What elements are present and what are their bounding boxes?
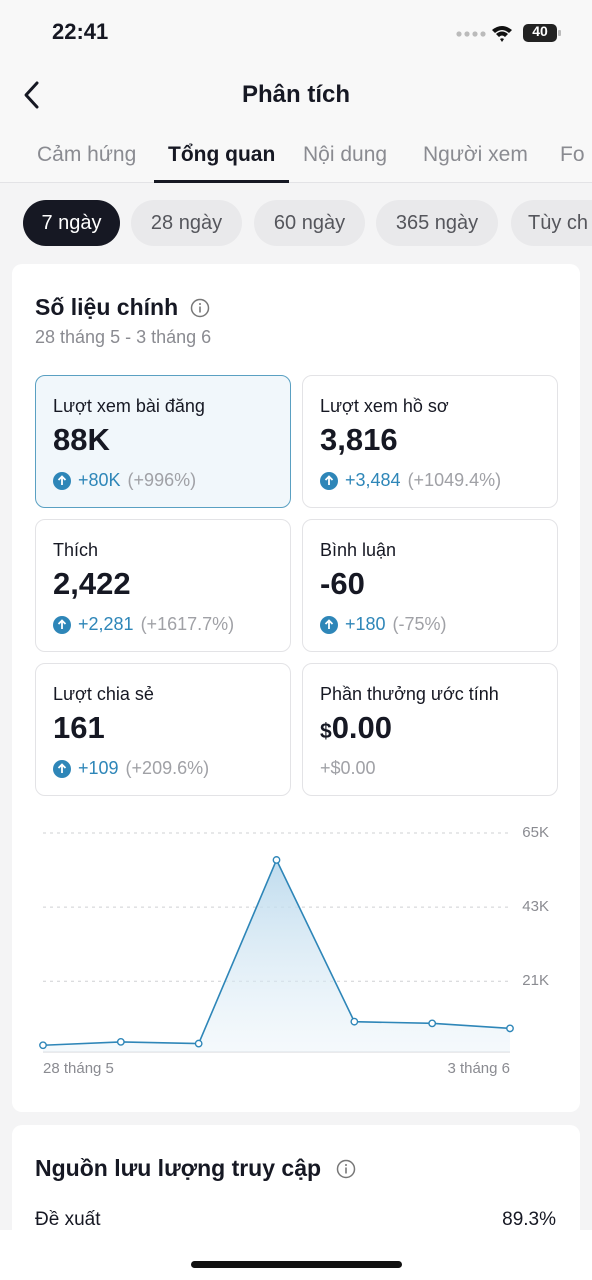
y-tick-label: 65K bbox=[522, 824, 549, 841]
metric-card[interactable]: Bình luận -60 +180 (-75%) bbox=[302, 519, 558, 652]
tab-indicator bbox=[154, 180, 289, 183]
point bbox=[506, 1024, 514, 1033]
period-chip[interactable]: 60 ngày bbox=[254, 200, 365, 246]
arrow bbox=[57, 475, 67, 485]
change-value: +180 bbox=[345, 614, 386, 634]
change-percent: (+209.6%) bbox=[125, 758, 210, 778]
tab[interactable]: Cảm hứng bbox=[37, 143, 137, 166]
period-chip[interactable]: 28 ngày bbox=[131, 200, 242, 246]
traffic-title: Nguồn lưu lượng truy cập bbox=[35, 1155, 322, 1181]
metric-card[interactable]: Lượt xem bài đăng 88K +80K (+996%) bbox=[35, 375, 291, 508]
up-icon bbox=[53, 759, 71, 778]
metric-change: +80K (+996%) bbox=[53, 470, 196, 491]
page-title: Phân tích bbox=[241, 81, 350, 108]
traffic-source: Đề xuất bbox=[35, 1209, 101, 1230]
metric-label: Lượt xem bài đăng bbox=[53, 396, 205, 416]
metric-card[interactable]: Thích 2,422 +2,281 (+1617.7%) bbox=[35, 519, 291, 652]
clock: 22:41 bbox=[52, 19, 109, 44]
y-tick-label: 43K bbox=[522, 898, 549, 915]
info-icon[interactable] bbox=[336, 1159, 356, 1179]
point bbox=[116, 1037, 125, 1046]
x-tick-label: 28 tháng 5 bbox=[43, 1060, 114, 1077]
metric-card[interactable]: Phần thưởng ước tính $0.00 +$0.00 bbox=[302, 663, 558, 796]
change-percent: (+996%) bbox=[127, 470, 197, 490]
up-icon bbox=[53, 615, 71, 634]
y-tick-label: 21K bbox=[522, 972, 549, 989]
metric-value: 161 bbox=[53, 710, 105, 746]
metric-value: $0.00 bbox=[320, 710, 392, 746]
metric-card[interactable]: Lượt chia sẻ 161 +109 (+209.6%) bbox=[35, 663, 291, 796]
arrow bbox=[57, 619, 67, 629]
metric-change: +180 (-75%) bbox=[320, 614, 447, 635]
metric-value: -60 bbox=[320, 566, 365, 602]
tab[interactable]: Nội dung bbox=[303, 143, 388, 166]
metric-label: Lượt xem hồ sơ bbox=[320, 396, 449, 416]
metric-card[interactable]: Lượt xem hồ sơ 3,816 +3,484 (+1049.4%) bbox=[302, 375, 558, 508]
point bbox=[39, 1041, 47, 1050]
up-icon bbox=[53, 471, 71, 490]
up-icon bbox=[320, 471, 338, 490]
value: 88K bbox=[53, 422, 110, 457]
metric-value: 88K bbox=[53, 422, 110, 458]
status-icons bbox=[456, 24, 561, 42]
change-value: +2,281 bbox=[78, 614, 134, 634]
metric-change: +2,281 (+1617.7%) bbox=[53, 614, 234, 635]
point bbox=[350, 1017, 359, 1026]
currency: $ bbox=[320, 720, 332, 743]
value: 0.00 bbox=[331, 710, 393, 745]
point bbox=[194, 1039, 203, 1048]
tab[interactable]: Người xem bbox=[423, 143, 528, 166]
period-chip[interactable]: 365 ngày bbox=[376, 200, 498, 246]
change-percent: (+1617.7%) bbox=[140, 614, 235, 634]
change-value: +80K bbox=[78, 470, 121, 490]
period-chip[interactable]: 7 ngày bbox=[23, 200, 120, 246]
metric-label: Lượt chia sẻ bbox=[53, 684, 154, 704]
up-icon bbox=[320, 615, 338, 634]
metric-label: Phần thưởng ước tính bbox=[320, 684, 499, 704]
metric-change: +3,484 (+1049.4%) bbox=[320, 470, 501, 491]
views-chart: 21K 43K 65K 28 tháng 5 3 tháng 6 bbox=[39, 824, 549, 1077]
area bbox=[43, 859, 510, 1052]
metric-label: Thích bbox=[53, 540, 99, 560]
arrow bbox=[57, 763, 67, 773]
home-indicator bbox=[191, 1261, 402, 1268]
point bbox=[428, 1019, 437, 1028]
metric-value: 2,422 bbox=[53, 566, 131, 602]
info-icon[interactable] bbox=[190, 298, 210, 318]
traffic-percent: 89.3% bbox=[502, 1209, 556, 1230]
change-value: +109 bbox=[78, 758, 119, 778]
tab[interactable]: Fo bbox=[560, 143, 585, 166]
value: 2,422 bbox=[53, 566, 131, 601]
bottom-area bbox=[0, 1230, 592, 1280]
metric-change: +$0.00 bbox=[320, 758, 376, 779]
arrow bbox=[324, 619, 334, 629]
metric-change: +109 (+209.6%) bbox=[53, 758, 209, 779]
divider bbox=[0, 182, 592, 183]
value: -60 bbox=[320, 566, 365, 601]
change-percent: (+1049.4%) bbox=[407, 470, 502, 490]
metric-value: 3,816 bbox=[320, 422, 398, 458]
value: 3,816 bbox=[320, 422, 398, 457]
period-chip[interactable]: Tùy ch bbox=[511, 200, 592, 246]
change-percent: (-75%) bbox=[392, 614, 447, 634]
x-tick-label: 3 tháng 6 bbox=[447, 1060, 510, 1077]
value: 161 bbox=[53, 710, 105, 745]
battery-level: 40 bbox=[532, 23, 548, 39]
change-value: +3,484 bbox=[345, 470, 401, 490]
tab[interactable]: Tổng quan bbox=[168, 143, 276, 166]
date-range: 28 tháng 5 - 3 tháng 6 bbox=[35, 327, 212, 347]
back-button[interactable] bbox=[20, 80, 44, 110]
change-value: +$0.00 bbox=[320, 758, 376, 778]
point bbox=[272, 856, 281, 864]
metrics-title: Số liệu chính bbox=[35, 294, 179, 320]
arrow bbox=[324, 475, 334, 485]
metric-label: Bình luận bbox=[320, 540, 397, 560]
